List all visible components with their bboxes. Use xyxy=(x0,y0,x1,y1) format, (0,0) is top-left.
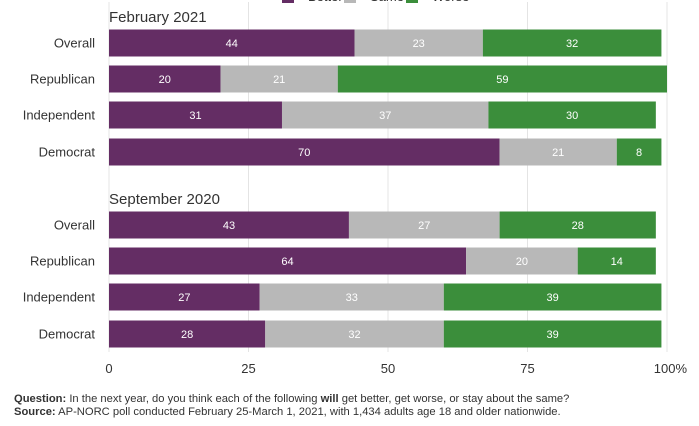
bar-worse xyxy=(577,247,656,275)
data-label: 28 xyxy=(181,329,193,341)
data-label: 33 xyxy=(346,292,358,304)
x-tick-label: 0 xyxy=(105,361,112,376)
panel-title: September 2020 xyxy=(109,191,220,208)
question-note: Question: In the next year, do you think… xyxy=(14,393,694,406)
data-label: 39 xyxy=(546,292,558,304)
bar-better xyxy=(109,320,266,348)
bar-worse xyxy=(616,138,662,166)
question-label: Question: xyxy=(14,393,67,405)
data-label: 31 xyxy=(189,110,201,122)
legend-label: Better xyxy=(308,0,343,4)
x-tick-label: 25 xyxy=(241,361,255,376)
source-note: Source: AP-NORC poll conducted February … xyxy=(14,406,694,419)
bar-worse xyxy=(499,211,656,239)
category-label: Democrat xyxy=(39,145,96,160)
data-label: 64 xyxy=(281,256,293,268)
bar-same xyxy=(348,211,500,239)
legend-swatch xyxy=(344,0,356,3)
category-label: Independent xyxy=(23,108,96,123)
bar-worse xyxy=(443,320,662,348)
data-label: 27 xyxy=(178,292,190,304)
legend-label: Same xyxy=(370,0,404,4)
bar-same xyxy=(499,138,617,166)
data-label: 21 xyxy=(273,74,285,86)
x-tick-label: 100% xyxy=(654,361,688,376)
bar-same xyxy=(265,320,444,348)
data-label: 43 xyxy=(223,220,235,232)
source-label: Source: xyxy=(14,406,56,418)
data-label: 23 xyxy=(413,38,425,50)
data-label: 14 xyxy=(611,256,623,268)
bar-worse xyxy=(488,101,656,129)
data-label: 30 xyxy=(566,110,578,122)
question-text-start: In the next year, do you think each of t… xyxy=(66,393,321,405)
bar-better xyxy=(109,101,282,129)
category-label: Democrat xyxy=(39,327,96,342)
category-label: Independent xyxy=(23,290,96,305)
bar-better xyxy=(109,211,349,239)
category-label: Overall xyxy=(54,218,95,233)
data-label: 44 xyxy=(226,38,238,50)
bar-same xyxy=(281,101,489,129)
stacked-bar-chart: Better Same Worse February 2021 Overall 44 23 3… xyxy=(23,0,688,376)
data-label: 8 xyxy=(636,147,642,159)
category-label: Republican xyxy=(30,72,95,87)
bar-better xyxy=(109,247,467,275)
data-label: 32 xyxy=(348,329,360,341)
data-label: 32 xyxy=(566,38,578,50)
data-label: 37 xyxy=(379,110,391,122)
bar-worse xyxy=(337,65,667,93)
chart-footer: Question: In the next year, do you think… xyxy=(14,393,694,419)
bar-better xyxy=(109,29,355,57)
x-tick-label: 75 xyxy=(520,361,534,376)
bar-same xyxy=(259,283,444,311)
legend-swatch xyxy=(406,0,418,3)
data-label: 21 xyxy=(552,147,564,159)
x-tick-label: 50 xyxy=(381,361,395,376)
data-label: 70 xyxy=(298,147,310,159)
data-label: 20 xyxy=(159,74,171,86)
legend-label: Worse xyxy=(432,0,469,4)
bar-same xyxy=(220,65,338,93)
bar-same xyxy=(466,247,578,275)
data-label: 28 xyxy=(572,220,584,232)
data-label: 20 xyxy=(516,256,528,268)
data-label: 59 xyxy=(496,74,508,86)
question-text-bold: will xyxy=(320,393,339,405)
category-label: Overall xyxy=(54,36,95,51)
bar-better xyxy=(109,138,500,166)
data-label: 27 xyxy=(418,220,430,232)
data-label: 39 xyxy=(546,329,558,341)
bar-worse xyxy=(482,29,662,57)
category-label: Republican xyxy=(30,254,95,269)
panel-title: February 2021 xyxy=(109,9,207,26)
bar-better xyxy=(109,65,221,93)
bar-better xyxy=(109,283,260,311)
bar-worse xyxy=(443,283,662,311)
bar-same xyxy=(354,29,483,57)
source-text: AP-NORC poll conducted February 25-March… xyxy=(55,406,561,418)
question-text-end: get better, get worse, or stay about the… xyxy=(338,393,570,405)
legend-swatch xyxy=(282,0,294,3)
